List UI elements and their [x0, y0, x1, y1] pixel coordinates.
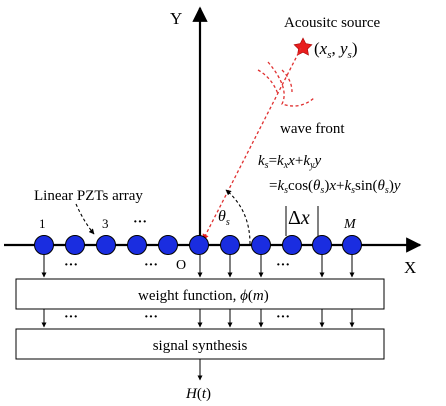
element-number-1: 1: [39, 216, 46, 231]
pzt-element: [312, 235, 332, 255]
pzt-element: [96, 235, 116, 255]
pzt-element: [189, 235, 209, 255]
weight-function-label: weight function, ϕ(m): [138, 288, 269, 304]
pzt-element: [251, 235, 271, 255]
pzt-array: [34, 235, 362, 255]
pzt-element: [65, 235, 85, 255]
array-pointer-arrow: [75, 203, 95, 235]
weight-function-box: [15, 278, 385, 310]
source-coordinate: (xs, ys): [314, 39, 358, 61]
origin-label: O: [176, 258, 186, 273]
pzt-element: [34, 235, 54, 255]
wavenumber-equation-line1: ks=kxx+kyy: [258, 153, 321, 171]
wave-front-arc-inner: [257, 69, 279, 95]
ellipsis-row-2b: ···: [144, 310, 158, 325]
pzt-element: [282, 235, 302, 255]
ellipsis-row-2a: ···: [64, 310, 78, 325]
element-ellipsis-top: ···: [133, 215, 147, 230]
ellipsis-row-1c: ···: [276, 258, 290, 273]
element-number-3: 3: [102, 216, 109, 231]
weight-to-synthesis-arrows: [41, 309, 355, 328]
source-star-icon: [293, 37, 313, 56]
array-label: Linear PZTs array: [34, 188, 143, 204]
wave-front-label: wave front: [280, 121, 345, 137]
angle-label: θs: [218, 208, 230, 228]
ellipsis-row-1b: ···: [144, 258, 158, 273]
signal-synthesis-label: signal synthesis: [153, 338, 248, 354]
wavenumber-equation-line2: =kscos(θs)x+kssin(θs)y: [269, 178, 401, 196]
ellipsis-row-1a: ···: [64, 258, 78, 273]
element-to-weight-arrows: [41, 255, 355, 278]
pzt-element: [127, 235, 147, 255]
wave-front-arc-top: [281, 69, 293, 93]
angle-arc: [225, 189, 251, 245]
wave-direction-arrow: [202, 47, 302, 241]
element-number-m: M: [343, 217, 357, 232]
signal-synthesis-box: [15, 328, 385, 360]
y-axis-label: Y: [170, 9, 182, 28]
pzt-element: [158, 235, 178, 255]
output-label: H(t): [185, 386, 211, 402]
ellipsis-row-2c: ···: [276, 310, 290, 325]
wave-front-arc-outer: [267, 61, 315, 107]
x-axis-label: X: [404, 258, 416, 277]
pzt-element: [342, 235, 362, 255]
spacing-label: Δx: [288, 207, 310, 229]
pzt-element: [220, 235, 240, 255]
source-label: Acousitc source: [284, 15, 381, 31]
